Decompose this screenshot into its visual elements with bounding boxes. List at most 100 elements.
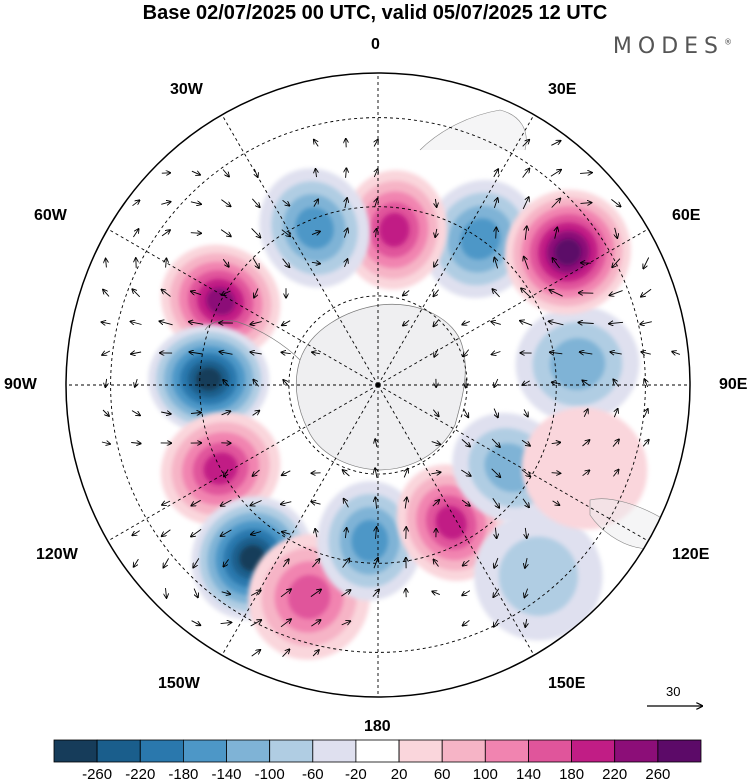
wind-vector: [166, 258, 167, 268]
wind-vector: [132, 200, 140, 207]
wind-vector: [492, 289, 500, 298]
wind-vector: [493, 588, 500, 597]
wind-vector: [491, 468, 501, 477]
wind-vector: [432, 591, 440, 594]
colorbar-swatch: [139, 739, 184, 763]
wind-vector: [403, 320, 410, 325]
colorbar-swatch: [528, 739, 572, 763]
wind-vector: [582, 470, 590, 477]
wind-vector: [522, 140, 530, 147]
reference-vector-label: 30: [666, 684, 681, 699]
wind-vector: [222, 290, 231, 295]
wind-vector: [551, 141, 560, 146]
wind-vector: [190, 202, 201, 204]
wind-vector: [551, 199, 561, 208]
colorbar-swatch: [182, 739, 227, 763]
wind-vector: [344, 228, 347, 238]
wind-vector: [314, 199, 318, 207]
wind-vector: [191, 620, 201, 626]
wind-vector: [552, 382, 561, 383]
wind-vector: [493, 169, 498, 178]
meridian-line: [377, 384, 535, 656]
modes-logo-text: MODES: [612, 34, 724, 59]
wind-vector: [432, 409, 438, 417]
wind-vector: [131, 352, 142, 354]
wind-vector: [102, 351, 111, 355]
wind-vector: [250, 322, 262, 325]
wind-vector: [550, 170, 561, 177]
wind-vector: [161, 202, 170, 205]
lon-label-120e: 120E: [672, 546, 710, 563]
wind-vector: [312, 352, 321, 354]
wind-vector: [252, 411, 260, 416]
wind-vector: [343, 470, 350, 477]
colorbar-tick-label: 60: [433, 766, 451, 783]
wind-vector: [222, 169, 229, 177]
wind-vector: [375, 439, 377, 448]
wind-vector: [609, 290, 623, 296]
colorbar-swatch: [657, 739, 702, 763]
wind-vector: [162, 529, 171, 536]
wind-vector: [435, 228, 437, 237]
meridian-line: [221, 384, 379, 656]
wind-vector: [522, 380, 530, 385]
wind-vector: [254, 288, 259, 297]
wind-vector: [312, 650, 319, 657]
wind-vector: [524, 257, 529, 270]
wind-vector: [611, 199, 620, 206]
meridian-line: [221, 114, 379, 386]
meridian-line: [107, 228, 379, 386]
wind-vector: [612, 439, 619, 447]
wind-vector: [191, 529, 202, 536]
wind-vector: [434, 560, 439, 567]
wind-vector: [613, 470, 618, 477]
wind-vector: [162, 290, 171, 297]
wind-vector: [525, 558, 527, 568]
wind-vector: [522, 169, 530, 178]
colorbar-tick-label: -260: [82, 766, 113, 783]
wind-vector: [643, 257, 650, 269]
wind-vector: [642, 440, 649, 447]
colorbar-swatch: [441, 739, 486, 763]
wind-vector: [282, 258, 290, 268]
lon-label-90w: 90W: [4, 376, 37, 393]
modes-logo: MODES®: [613, 34, 732, 59]
wind-vector: [580, 173, 592, 174]
wind-vector: [250, 620, 262, 627]
wind-vector: [346, 168, 347, 178]
wind-vector: [672, 352, 681, 355]
wind-vector: [494, 408, 498, 418]
lon-label-30e: 30E: [548, 81, 577, 98]
lon-label-90e: 90E: [719, 376, 748, 393]
wind-vector: [220, 229, 231, 237]
wind-vector: [525, 527, 526, 538]
wind-vector: [281, 352, 291, 353]
wind-vector: [463, 620, 470, 625]
wind-vector: [161, 230, 170, 237]
wind-vector: [314, 140, 319, 147]
colorbar-tick-label: -180: [168, 766, 199, 783]
wind-vector: [463, 559, 470, 565]
wind-vector: [434, 259, 438, 266]
wind-vector: [101, 442, 110, 444]
wind-vector: [524, 588, 527, 598]
wind-vector: [282, 199, 290, 205]
wind-vector: [580, 352, 593, 354]
wind-vector: [375, 497, 376, 509]
wind-vector: [521, 439, 530, 446]
meridian-line: [377, 228, 649, 386]
colorbar-tick-label: -60: [301, 766, 324, 783]
wind-vector: [280, 619, 291, 628]
wind-vector: [491, 438, 500, 447]
anomaly-contour: [435, 506, 467, 540]
latitude-circle: [110, 117, 646, 653]
colorbar-swatch: [269, 739, 314, 763]
anomaly-center: [341, 170, 448, 290]
colorbar-swatch: [226, 739, 270, 763]
wind-vector: [131, 443, 141, 444]
wind-vector: [342, 559, 350, 568]
colorbar-tick-label: 20: [390, 766, 408, 783]
wind-vector: [162, 501, 171, 505]
wind-vector: [310, 589, 321, 597]
wind-vector: [251, 198, 259, 207]
